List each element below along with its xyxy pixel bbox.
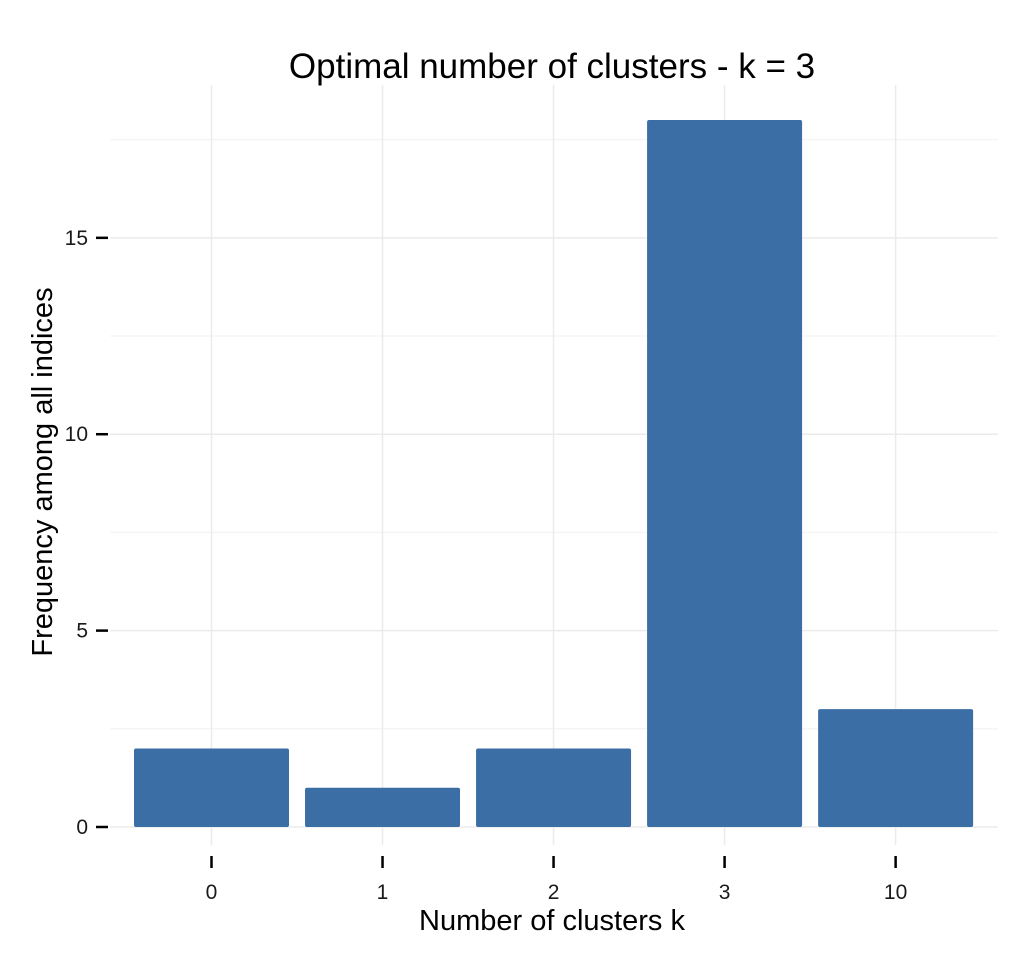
x-axis-title: Number of clusters k [419,905,685,937]
chart-title: Optimal number of clusters - k = 3 [289,47,815,86]
y-tick-label: 10 [65,423,88,446]
axes: 0 5 10 15 0 1 2 3 10 [65,227,908,904]
y-tick-label: 5 [76,620,88,643]
x-tick-label: 3 [719,881,731,904]
x-tick-label: 0 [206,881,218,904]
bar-2 [476,748,632,827]
y-tick-label: 0 [76,816,88,839]
x-tick-label: 2 [548,881,560,904]
bar-10 [818,709,974,827]
y-axis-title: Frequency among all indices [27,287,59,656]
x-tick-label: 1 [377,881,389,904]
bar-1 [305,787,461,827]
bar-0 [134,748,289,827]
x-tick-label: 10 [884,881,907,904]
bars [134,120,974,827]
y-tick-label: 15 [65,227,88,250]
bar-3 [647,120,803,827]
